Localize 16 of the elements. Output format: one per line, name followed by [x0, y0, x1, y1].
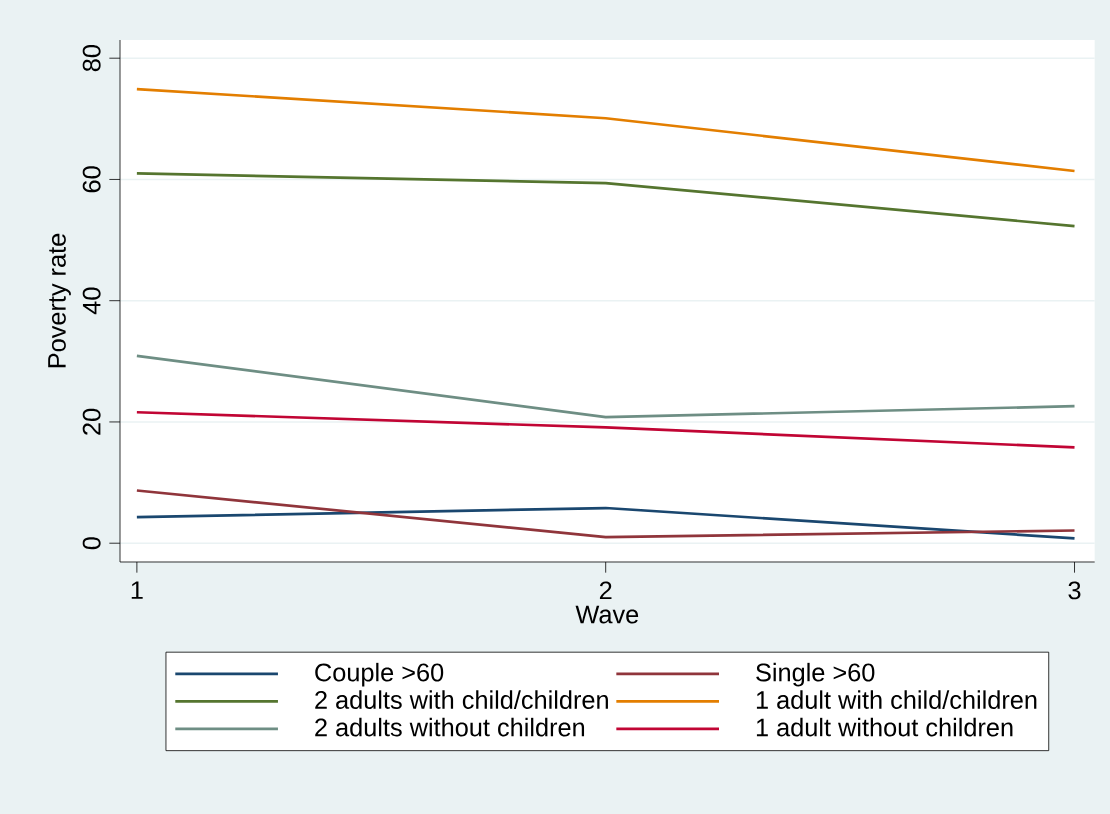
y-tick-label: 60	[82, 166, 101, 193]
legend-label: Couple >60	[315, 662, 444, 687]
legend-label: 2 adults without children	[315, 717, 585, 737]
y-tick-label: 20	[82, 408, 101, 435]
y-tick-label: 80	[82, 45, 101, 72]
legend-label: 1 adult with child/children	[756, 690, 1037, 709]
x-tick-label: 3	[1068, 581, 1081, 600]
y-axis-title: Poverty rate	[48, 233, 71, 368]
x-tick-label: 2	[599, 581, 612, 600]
x-tick-label: 1	[131, 581, 143, 599]
x-axis-title: Wave	[575, 605, 639, 624]
y-tick-label: 0	[82, 537, 101, 550]
y-tick-label: 40	[82, 287, 101, 315]
legend-label: Single >60	[756, 662, 875, 687]
legend-label: 1 adult without children	[756, 717, 1013, 737]
legend-label: 2 adults with child/children	[315, 690, 608, 709]
